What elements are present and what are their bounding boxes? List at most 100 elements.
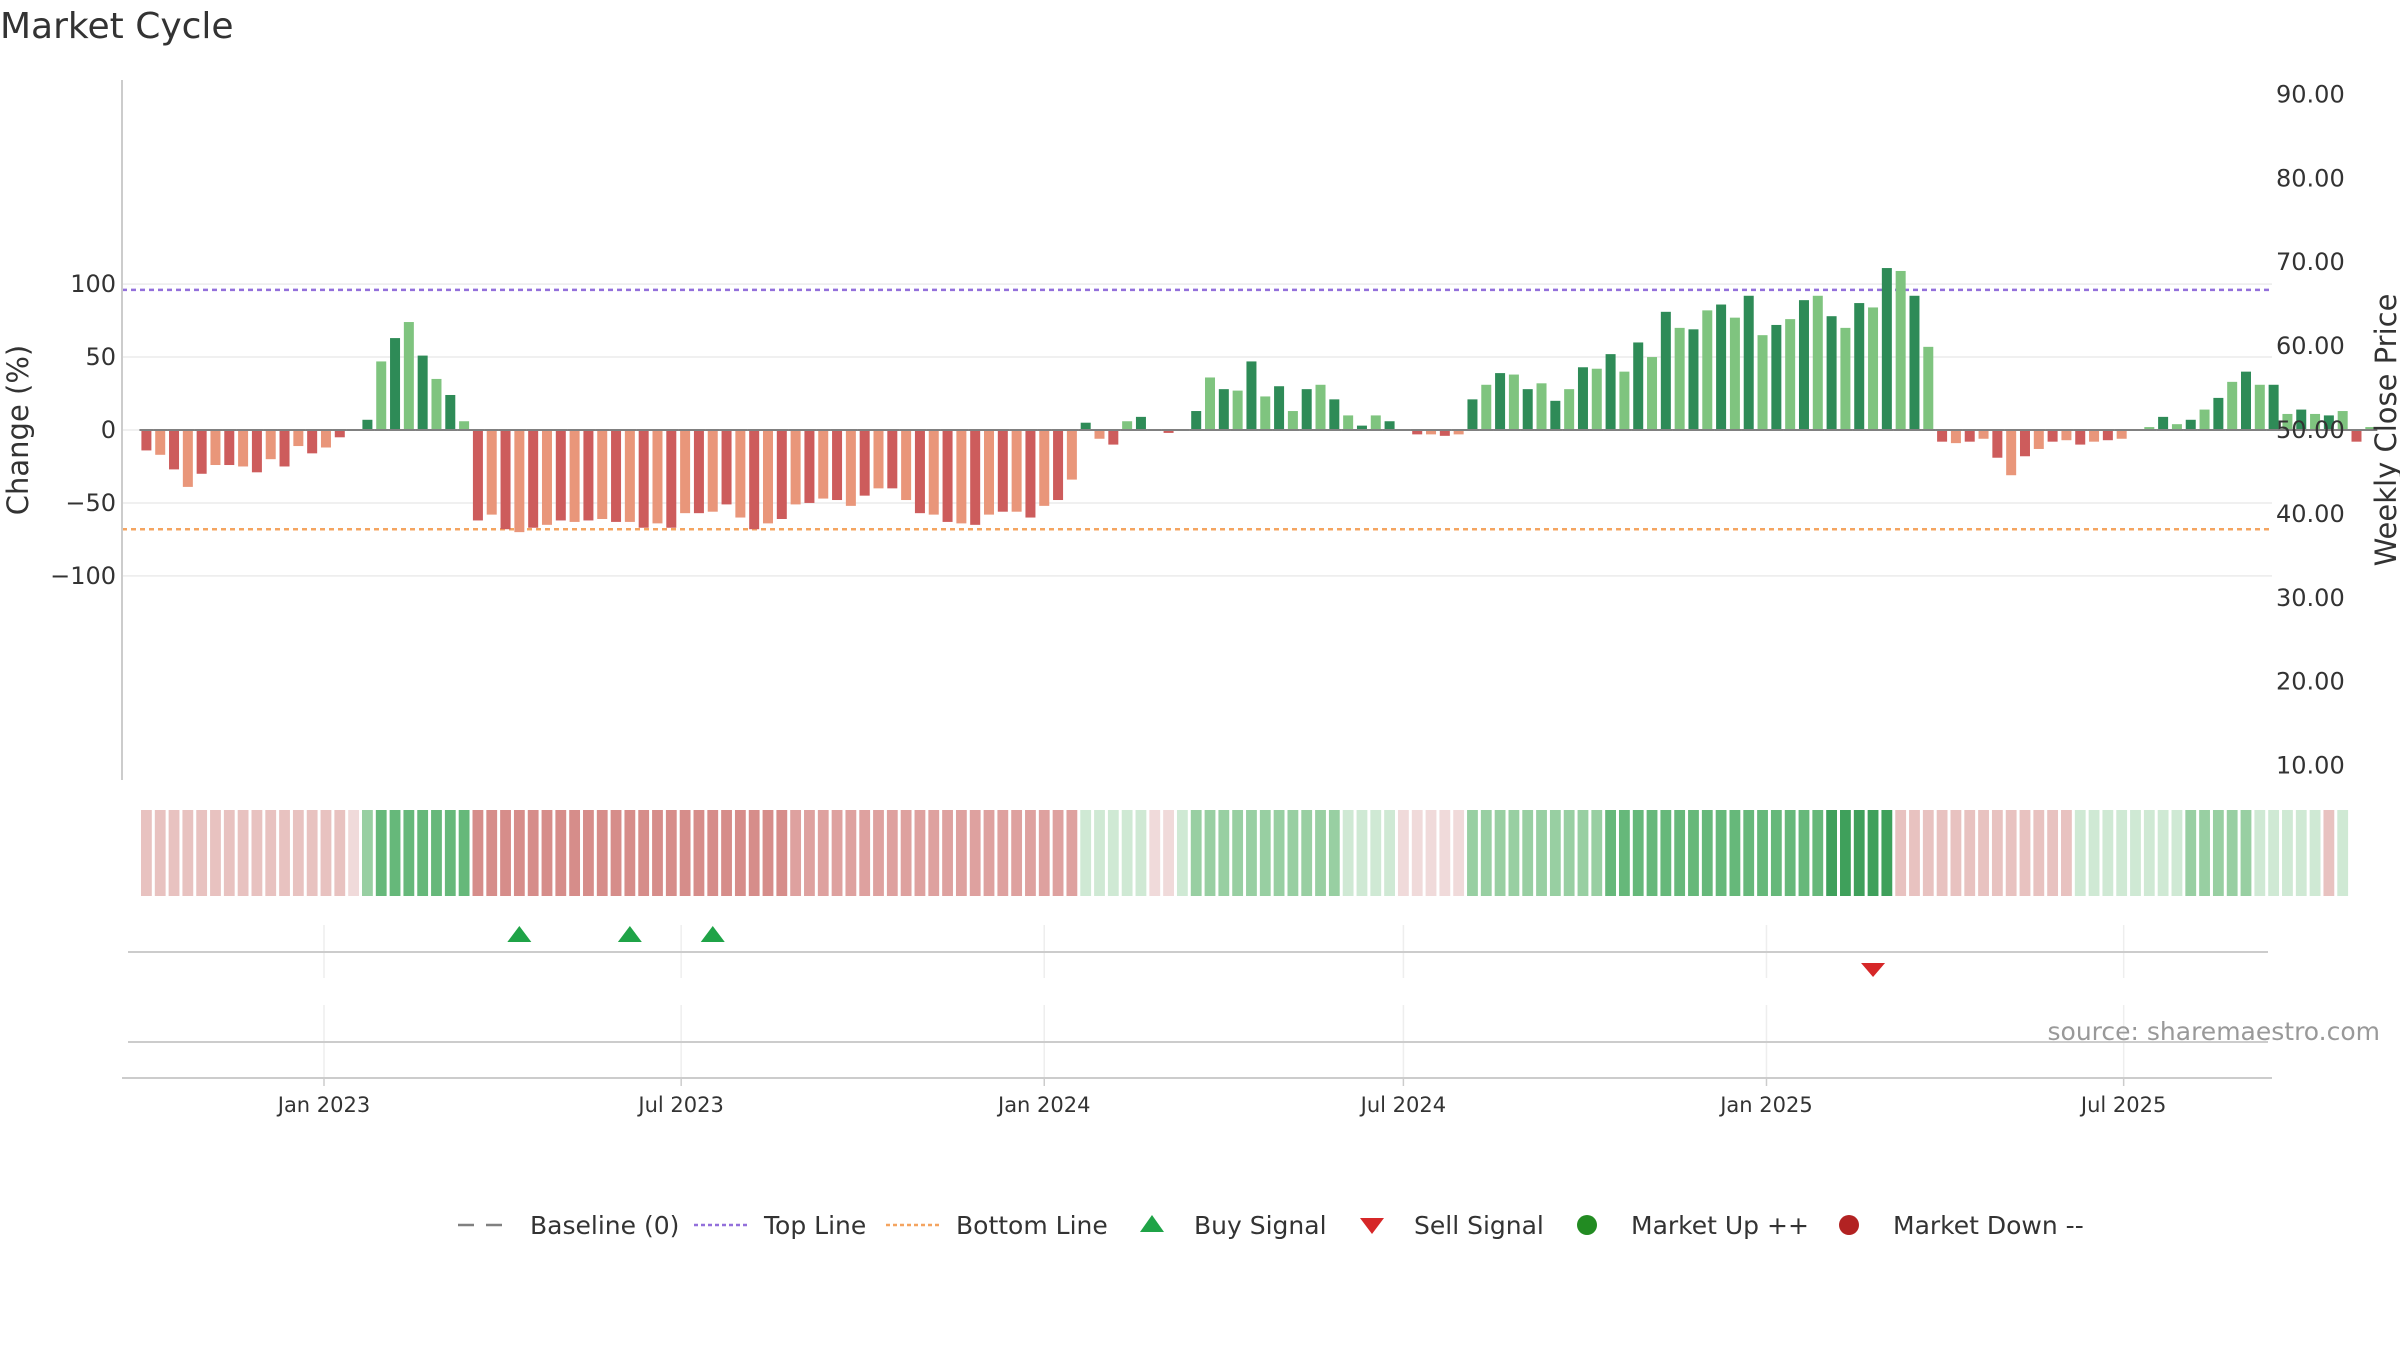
bar [1536,383,1547,430]
strip-cell [914,810,926,896]
bar [652,430,663,524]
strip-cell [1494,810,1506,896]
strip-cell [624,810,636,896]
bar [2158,416,2169,430]
strip-cell [2171,810,2183,896]
strip-cell [555,810,567,896]
right-tick-label: 70.00 [2276,248,2345,276]
axes-layer: 100 50 0 −50 −100 90.00 80.00 70.00 60.00 50.00 40… [1,80,2400,780]
strip-cell [1701,810,1713,896]
strip-cell [168,810,180,896]
bar [1094,430,1105,439]
strip-cell [652,810,663,896]
bar [1453,430,1464,435]
bar [1895,270,1906,430]
bar [169,430,180,470]
bar [238,430,249,467]
strip-cell [251,810,263,896]
bar [1053,430,1064,501]
right-axis-label: Weekly Close Price [2369,294,2400,567]
strip-cell [1356,810,1368,896]
strip-cell [210,810,221,896]
bar [1343,415,1354,430]
bar [1329,399,1340,430]
strip-cell [1522,810,1534,896]
bar [749,430,760,530]
bar [1826,316,1837,430]
strip-cell [154,810,166,896]
strip-cell [1094,810,1105,896]
strip-cell [583,810,594,896]
bar [1771,324,1782,430]
bar [293,430,304,447]
bar [970,430,981,525]
bar [307,430,318,454]
bar [1287,411,1298,430]
bar [1274,386,1285,430]
strip-cell [2116,810,2128,896]
date-tick-label: Jan 2024 [996,1093,1091,1117]
bar [2337,411,2348,430]
bar [1854,303,1865,430]
strip-cell [1190,810,1202,896]
bar [1743,295,1754,430]
strip-cell [2047,810,2059,896]
strip-cell [2033,810,2045,896]
strip-cell [1370,810,1382,896]
strip-cell [2199,810,2210,896]
bar [1495,373,1506,430]
strip-cell [1549,810,1561,896]
strip-cell [2005,810,2017,896]
bar [182,430,193,487]
bar [541,430,552,525]
strip-cell [306,810,318,896]
bar [1122,421,1133,430]
bar [1798,300,1809,430]
strip-cell [1688,810,1699,896]
strip-cell [292,810,304,896]
bar [1633,342,1644,430]
bar [845,430,856,506]
bar [1605,354,1616,430]
bar [2075,430,2086,445]
strip-cell [569,810,581,896]
bar [1729,317,1740,430]
strip-cell [1950,810,1962,896]
strip-cell [1467,810,1478,896]
strip-cell [1964,810,1976,896]
bar [1412,430,1423,435]
bar [914,430,925,514]
strip-cell [1011,810,1023,896]
strip-cell [458,810,470,896]
strip-cell [362,810,373,896]
strip-cell [1052,810,1064,896]
bar [2351,430,2362,442]
strip-cell [1618,810,1630,896]
bar [403,322,414,430]
legend-label: Market Down -- [1893,1211,2084,1240]
bar [1757,335,1768,430]
bar [1508,374,1519,430]
strip-cell [955,810,967,896]
strip-cell [721,810,732,896]
strip-cell [1218,810,1230,896]
strip-cell [2295,810,2307,896]
strip-cell [2088,810,2100,896]
bar [1840,327,1851,430]
bars-layer [139,268,2378,533]
bar [804,430,815,503]
bar [514,430,525,533]
bar [693,430,704,514]
strip-cell [2074,810,2086,896]
left-tick-label: 0 [101,416,116,444]
bar [624,430,635,522]
bar [2199,409,2210,430]
bar [1937,430,1948,442]
bar [1011,430,1022,512]
strip-cell [2061,810,2072,896]
strip-cell [2337,810,2349,896]
bar [1481,384,1492,430]
bar [1688,329,1699,430]
bar [680,430,691,514]
